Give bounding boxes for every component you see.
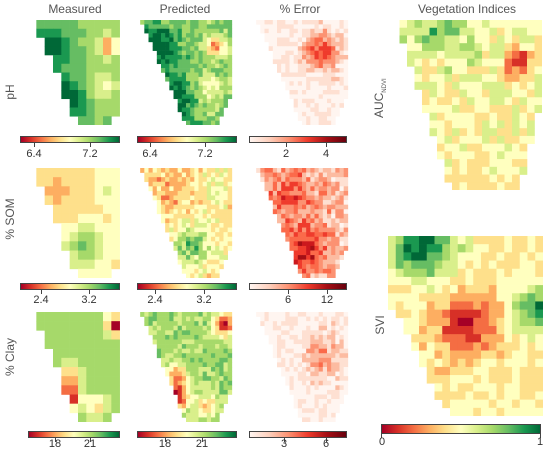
tick-ph-predicted-low: 6.4 <box>142 148 158 160</box>
tick-vegetation-low: 0 <box>378 436 386 448</box>
column-title-error: % Error <box>279 2 321 16</box>
tick-som-error-high: 12 <box>320 294 334 306</box>
tick-clay-measured-high: 21 <box>83 438 97 450</box>
column-title-vegetation: Vegetation Indices <box>417 2 517 16</box>
colorbar-vegetation <box>381 424 541 434</box>
tick-clay-error-low: 3 <box>280 438 288 450</box>
tick-ph-measured-high: 7.2 <box>82 148 98 160</box>
tick-clay-measured-low: 18 <box>48 438 62 450</box>
colorbar-clay-predicted <box>137 431 237 438</box>
map-ph-predicted <box>140 20 233 125</box>
tick-ph-measured-low: 6.4 <box>26 148 42 160</box>
tick-clay-predicted-low: 18 <box>158 438 172 450</box>
map-som-measured <box>36 168 120 278</box>
colorbar-som-error <box>249 283 347 290</box>
row-label-auc-ndvi: AUCNDVI <box>371 78 389 119</box>
map-som-predicted <box>140 168 233 278</box>
tick-som-measured-high: 3.2 <box>81 294 97 306</box>
map-clay-error <box>256 312 349 422</box>
tick-ph-predicted-high: 7.2 <box>197 148 213 160</box>
colorbar-som-measured <box>20 283 120 290</box>
map-som-error <box>256 168 349 278</box>
tick-ph-error-high: 4 <box>322 148 330 160</box>
tick-som-predicted-high: 3.2 <box>196 294 212 306</box>
row-label-som: % SOM <box>3 198 17 240</box>
tick-clay-error-high: 6 <box>322 438 330 450</box>
map-ph-measured <box>36 20 120 125</box>
row-label-clay: % Clay <box>3 338 17 377</box>
tick-som-error-low: 6 <box>284 294 292 306</box>
colorbar-ph-error <box>249 136 347 143</box>
map-svi <box>388 236 543 416</box>
map-clay-predicted <box>140 312 233 422</box>
colorbar-clay-error <box>249 431 347 438</box>
row-label-ph: pH <box>3 84 17 100</box>
map-ph-error <box>256 20 349 125</box>
tick-som-measured-low: 2.4 <box>33 294 49 306</box>
colorbar-ph-measured <box>20 136 120 143</box>
colorbar-ph-predicted <box>137 136 237 143</box>
map-clay-measured <box>36 312 120 422</box>
tick-vegetation-high: 1 <box>536 436 544 448</box>
tick-som-predicted-low: 2.4 <box>147 294 163 306</box>
tick-clay-predicted-high: 21 <box>195 438 209 450</box>
tick-ph-error-low: 2 <box>282 148 290 160</box>
row-label-svi: SVI <box>373 315 387 335</box>
colorbar-clay-measured <box>28 431 120 438</box>
column-title-predicted: Predicted <box>159 2 211 16</box>
colorbar-som-predicted <box>137 283 237 290</box>
map-auc-ndvi <box>399 20 542 190</box>
column-title-measured: Measured <box>48 2 102 16</box>
